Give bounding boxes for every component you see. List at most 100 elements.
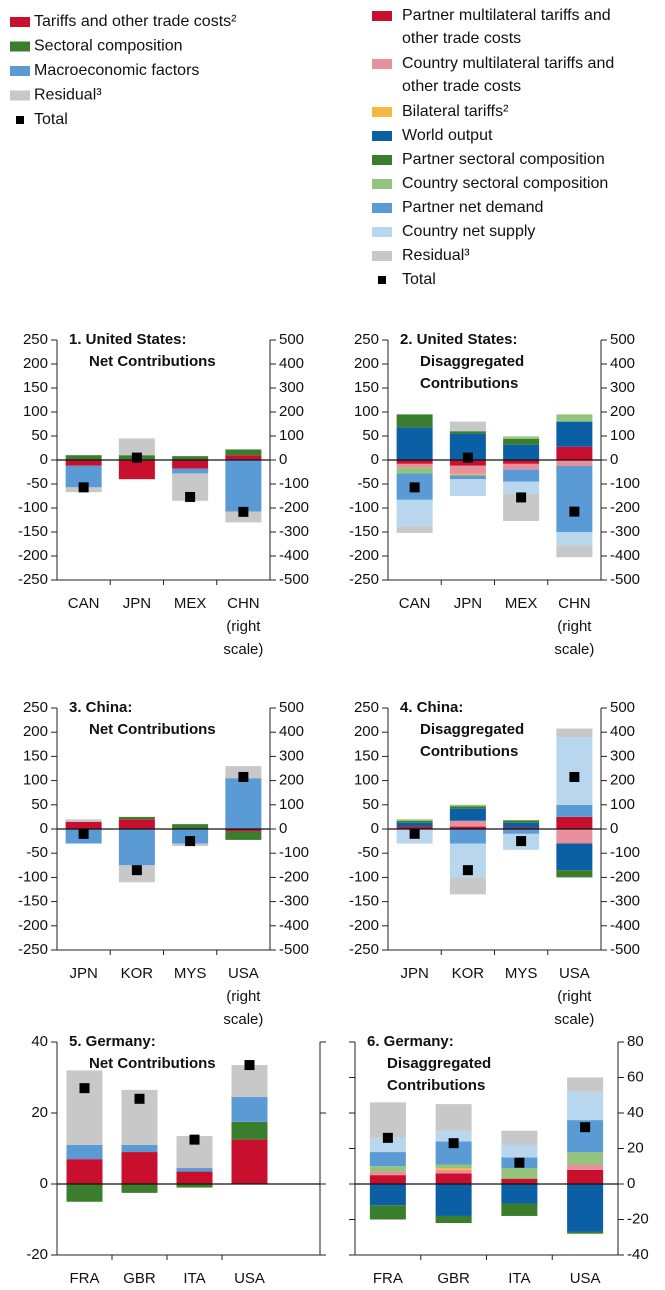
y2-tick-label: 0 — [610, 820, 618, 837]
bar-segment — [225, 511, 262, 523]
bar-segment — [118, 829, 155, 866]
y2-tick-label: -300 — [610, 893, 640, 910]
legend-swatch — [10, 41, 30, 52]
bar-segment — [449, 806, 486, 809]
x-tick-label: CHN (right scale) — [223, 595, 263, 658]
y2-tick-label: 300 — [279, 379, 304, 396]
x-tick-label: KOR — [452, 965, 485, 982]
bar-segment — [118, 460, 155, 480]
bar-segment — [369, 1102, 406, 1138]
panel-title: 4. China: — [400, 699, 463, 716]
bar-segment — [435, 1173, 472, 1184]
total-marker — [516, 836, 527, 847]
bar-segment — [225, 449, 262, 456]
bar-segment — [435, 1215, 472, 1224]
bar-segment — [121, 1144, 158, 1153]
legend-label: Country multilateral tariffs and other tr… — [402, 55, 614, 95]
bar-segment — [567, 1184, 604, 1232]
x-tick-label: GBR — [123, 1270, 156, 1285]
y-tick-label: -250 — [18, 571, 48, 588]
panel-title: Disaggregated — [387, 1055, 491, 1072]
bar-segment — [369, 1205, 406, 1220]
legend-swatch — [10, 90, 30, 101]
bar-segment — [567, 1169, 604, 1184]
x-tick-label: MEX — [505, 595, 538, 612]
y2-tick-label: 500 — [610, 699, 635, 716]
bar-segment — [396, 819, 433, 821]
x-tick-label: GBR — [437, 1270, 470, 1285]
total-marker — [79, 1083, 90, 1094]
y2-tick-label: -300 — [610, 523, 640, 540]
legend-label: Tariffs and other trade costs² — [34, 13, 237, 30]
total-marker — [580, 1122, 591, 1133]
bar-segment — [556, 460, 593, 466]
y2-tick-label: -400 — [279, 917, 309, 934]
bar-segment — [369, 1171, 406, 1176]
y2-tick-label: 200 — [610, 403, 635, 420]
bar-segment — [556, 545, 593, 558]
y-tick-label: 200 — [354, 355, 379, 372]
y-tick-label: -250 — [349, 941, 379, 958]
y2-tick-label: 300 — [610, 747, 635, 764]
total-marker — [409, 482, 420, 493]
bar-segment — [503, 463, 540, 470]
bar-segment — [567, 1231, 604, 1234]
bar-segment — [66, 1184, 103, 1202]
x-tick-label: CHN (right scale) — [554, 595, 594, 658]
x-tick-label: JPN — [69, 965, 97, 982]
bar-segment — [556, 466, 593, 532]
legend-swatch — [372, 203, 392, 213]
x-tick-label: ITA — [183, 1270, 205, 1285]
bar-segment — [369, 1175, 406, 1184]
bar-segment — [396, 822, 433, 827]
bar-segment — [556, 829, 593, 844]
bar-segment — [449, 421, 486, 432]
legend-label: Total — [402, 271, 436, 288]
bar-segment — [503, 436, 540, 439]
x-tick-label: JPN — [123, 595, 151, 612]
x-tick-label: CAN — [68, 595, 100, 612]
y2-tick-label: -200 — [610, 499, 640, 516]
bar-segment — [435, 1141, 472, 1165]
bar-segment — [449, 877, 486, 895]
bar-segment — [396, 820, 433, 823]
bar-segment — [225, 831, 262, 840]
bar-segment — [396, 526, 433, 533]
y-tick-label: 150 — [354, 379, 379, 396]
bar-segment — [501, 1144, 538, 1158]
y-tick-label: -150 — [349, 523, 379, 540]
legend-label: Sectoral composition — [34, 38, 183, 55]
bar-segment — [503, 822, 540, 828]
total-marker — [462, 865, 473, 876]
legend-label: World output — [402, 127, 493, 144]
total-marker — [189, 1134, 200, 1145]
bar-segment — [435, 1130, 472, 1142]
bar-segment — [118, 438, 155, 456]
bar-segment — [556, 414, 593, 422]
bar-segment — [435, 1169, 472, 1174]
bar-segment — [231, 1097, 268, 1122]
bar-segment — [449, 826, 486, 829]
bar-segment — [66, 1070, 103, 1145]
bar-segment — [449, 473, 486, 476]
y-tick-label: -100 — [18, 499, 48, 516]
y-tick-label: 100 — [23, 403, 48, 420]
bar-segment — [449, 829, 486, 844]
bar-segment — [396, 414, 433, 428]
y-tick-label: 50 — [362, 427, 379, 444]
bar-segment — [556, 843, 593, 871]
panel-title: Contributions — [387, 1077, 485, 1094]
y-tick-label: 0 — [40, 820, 48, 837]
bar-segment — [449, 820, 486, 827]
panel-title: 6. Germany: — [367, 1033, 454, 1050]
total-marker — [238, 771, 249, 782]
bar-segment — [369, 1137, 406, 1153]
legend-swatch — [372, 179, 392, 189]
bar-segment — [65, 455, 102, 460]
y2-tick-label: -300 — [279, 893, 309, 910]
y2-tick-label: -100 — [610, 844, 640, 861]
bar-segment — [556, 804, 593, 817]
y-tick-label: 20 — [31, 1104, 48, 1121]
x-tick-label: MYS — [174, 965, 207, 982]
legend-label: Residual³ — [402, 247, 470, 264]
